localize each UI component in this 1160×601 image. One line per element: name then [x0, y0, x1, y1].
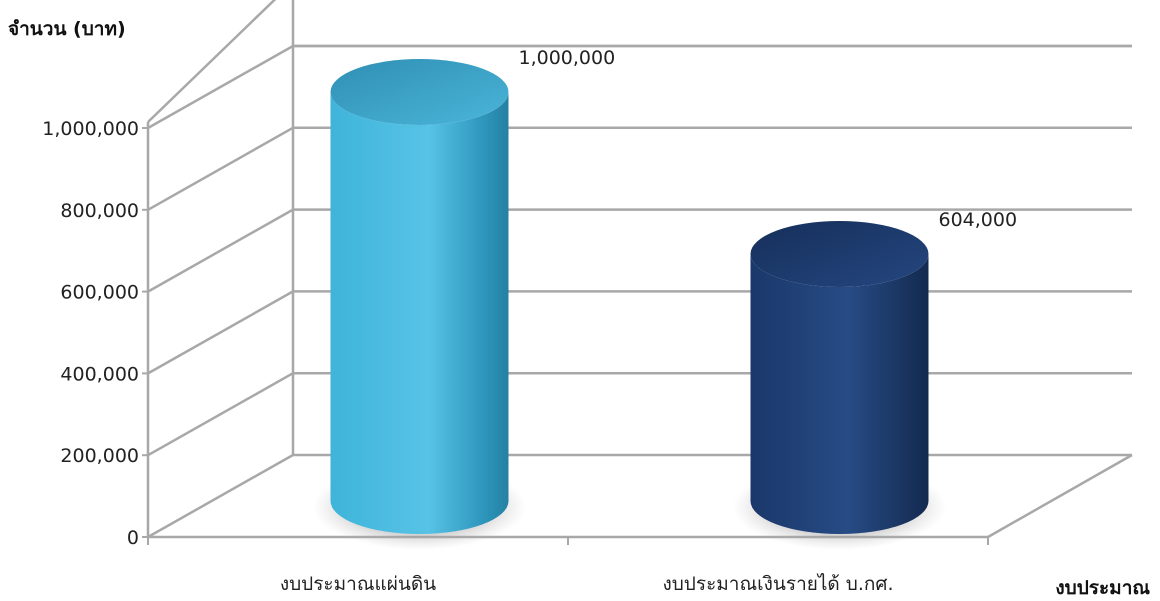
floor-right-edge	[987, 453, 1133, 539]
gridline-left-0	[147, 453, 294, 539]
gridline-left-3	[147, 208, 294, 293]
y-tick-label-2: 400,000	[60, 363, 139, 385]
left-wall-top-edge	[147, 0, 277, 123]
y-tick-label-0: 0	[127, 527, 139, 549]
bar-body-0	[330, 92, 509, 535]
bar-body-1	[750, 253, 929, 535]
bar-top-1	[750, 220, 929, 287]
y-tick-label-5: 1,000,000	[42, 118, 139, 140]
x-tick-label-1: งบประมาณเงินรายได้ บ.กศ.	[662, 573, 893, 595]
gridline-left-1	[147, 372, 294, 457]
bar-0	[312, 59, 527, 550]
label-layer: 0 200,000 400,000 600,000 800,000 1,000,000 1,…	[42, 47, 1017, 595]
data-label-0: 1,000,000	[519, 47, 616, 69]
gridline-left-2	[147, 290, 294, 375]
axis-layer	[142, 0, 989, 545]
data-label-1: 604,000	[939, 209, 1018, 231]
gridline-left-4	[147, 126, 294, 211]
x-tick-label-0: งบประมาณแผ่นดิน	[280, 573, 436, 595]
bar-top-0	[330, 59, 509, 125]
bar-1	[732, 220, 947, 550]
y-axis-title: จำนวน (บาท)	[8, 18, 126, 40]
gridline-left-5	[147, 44, 294, 130]
grid-layer	[147, 44, 1133, 539]
y-tick-label-1: 200,000	[60, 445, 139, 467]
x-axis-title: งบประมาณ	[1055, 577, 1150, 599]
y-tick-label-3: 600,000	[60, 282, 139, 304]
y-tick-label-4: 800,000	[60, 200, 139, 222]
bar-layer	[312, 59, 947, 550]
